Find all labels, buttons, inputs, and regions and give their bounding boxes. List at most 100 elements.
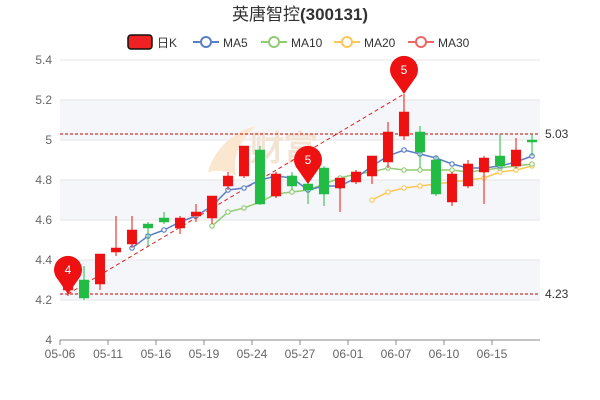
ma10-point bbox=[241, 205, 247, 211]
candle-body bbox=[430, 159, 442, 195]
ma20-point bbox=[401, 185, 407, 191]
ma5-point bbox=[401, 147, 407, 153]
price-marker: 5 bbox=[389, 55, 418, 94]
ma10-point bbox=[225, 209, 231, 215]
candle-body bbox=[318, 167, 330, 195]
candle-body bbox=[398, 111, 410, 137]
ma5-point bbox=[241, 185, 247, 191]
candle-body bbox=[510, 149, 522, 167]
y-tick-label: 5.2 bbox=[35, 93, 52, 107]
legend: 日K MA5 MA10 MA20 MA30 bbox=[127, 34, 470, 50]
y-tick-label: 4 bbox=[45, 333, 52, 347]
legend-item-k[interactable]: 日K bbox=[127, 34, 177, 50]
marker-pin-icon bbox=[54, 255, 82, 294]
candle-body bbox=[414, 131, 426, 153]
candle-body bbox=[270, 173, 282, 197]
marker-label: 4 bbox=[65, 263, 72, 277]
y-axis: 5.4 5.2 5 4.8 4.6 4.4 4.2 4 bbox=[35, 53, 52, 347]
candle-body bbox=[94, 253, 106, 285]
x-tick-label: 05-11 bbox=[93, 347, 123, 361]
ma10-point bbox=[401, 167, 407, 173]
candle-body bbox=[350, 171, 362, 183]
marker-label: 5 bbox=[401, 63, 408, 77]
price-marker: 5 bbox=[294, 145, 322, 184]
chart-title-name: 英唐智控 bbox=[232, 4, 300, 24]
legend-ma5-dot bbox=[200, 36, 212, 48]
x-tick-label: 05-24 bbox=[237, 347, 268, 361]
grid-band bbox=[60, 100, 540, 140]
ref-label: 4.23 bbox=[545, 287, 569, 301]
marker-pin-icon bbox=[389, 55, 418, 94]
grid-band bbox=[60, 180, 540, 220]
chart-title: 英唐智控(300131) bbox=[232, 4, 368, 24]
x-axis: 05-06 05-11 05-16 05-19 05-24 05-27 06-01 06-07… bbox=[45, 339, 540, 361]
candle-body bbox=[366, 155, 378, 177]
watermark-logo-icon bbox=[208, 126, 256, 176]
candle-body bbox=[142, 223, 154, 229]
y-tick-label: 4.6 bbox=[35, 213, 52, 227]
candle-body bbox=[206, 195, 218, 219]
chart-title-code: (300131) bbox=[300, 5, 368, 24]
candle-body bbox=[254, 149, 266, 205]
marker-label: 5 bbox=[305, 153, 312, 167]
ma5-point bbox=[161, 227, 167, 233]
x-tick-label: 06-10 bbox=[429, 347, 460, 361]
x-tick-label: 05-16 bbox=[141, 347, 172, 361]
ma10-point bbox=[417, 167, 423, 173]
ma10-point bbox=[209, 223, 215, 229]
candle-body bbox=[126, 229, 138, 245]
candle-body bbox=[526, 139, 538, 143]
trend-line bbox=[67, 93, 405, 295]
legend-k-swatch bbox=[127, 34, 153, 50]
x-tick-label: 06-01 bbox=[333, 347, 364, 361]
y-tick-label: 4.4 bbox=[35, 253, 52, 267]
candle-body bbox=[238, 145, 250, 177]
candles bbox=[62, 94, 538, 300]
candle-body bbox=[110, 247, 122, 253]
candle-body bbox=[174, 217, 186, 229]
legend-ma5-label: MA5 bbox=[223, 36, 248, 50]
candle-body bbox=[158, 217, 170, 223]
candle-body bbox=[78, 279, 90, 299]
ma5-point bbox=[449, 161, 455, 167]
legend-item-ma10[interactable]: MA10 bbox=[261, 36, 323, 50]
x-tick-label: 06-15 bbox=[477, 347, 508, 361]
legend-ma20-dot bbox=[341, 36, 353, 48]
ma20-point bbox=[417, 183, 423, 189]
grid-band bbox=[60, 260, 540, 300]
x-tick-label: 06-07 bbox=[381, 347, 412, 361]
x-tick-label: 05-27 bbox=[285, 347, 316, 361]
legend-ma20-label: MA20 bbox=[364, 36, 396, 50]
legend-item-ma20[interactable]: MA20 bbox=[334, 36, 396, 50]
markers: 4 5 5 bbox=[54, 55, 418, 294]
ma10-point bbox=[289, 189, 295, 195]
candle-body bbox=[286, 175, 298, 187]
ma10-point bbox=[449, 167, 455, 173]
candle-body bbox=[334, 177, 346, 189]
legend-item-ma30[interactable]: MA30 bbox=[408, 36, 470, 50]
candle-body bbox=[494, 155, 506, 167]
y-tick-label: 4.2 bbox=[35, 293, 52, 307]
trend-line-segment bbox=[67, 93, 405, 295]
legend-ma10-label: MA10 bbox=[291, 36, 323, 50]
candle-body bbox=[478, 157, 490, 173]
candle-body bbox=[446, 173, 458, 203]
legend-k-label: 日K bbox=[157, 36, 177, 50]
ma20-point bbox=[385, 189, 391, 195]
candle-body bbox=[382, 131, 394, 163]
reference-lines: 5.03 4.23 bbox=[60, 127, 569, 301]
legend-ma30-label: MA30 bbox=[438, 36, 470, 50]
marker-pin-icon bbox=[294, 145, 322, 184]
candle-body bbox=[462, 163, 474, 187]
x-tick-label: 05-19 bbox=[189, 347, 220, 361]
candle-body bbox=[222, 175, 234, 187]
x-tick-label: 05-06 bbox=[45, 347, 76, 361]
ref-label: 5.03 bbox=[545, 127, 569, 141]
legend-ma30-dot bbox=[415, 36, 427, 48]
price-marker: 4 bbox=[54, 255, 82, 294]
legend-item-ma5[interactable]: MA5 bbox=[193, 36, 248, 50]
y-tick-label: 5.4 bbox=[35, 53, 52, 67]
ma20-point bbox=[369, 197, 375, 203]
y-tick-label: 5 bbox=[45, 133, 52, 147]
